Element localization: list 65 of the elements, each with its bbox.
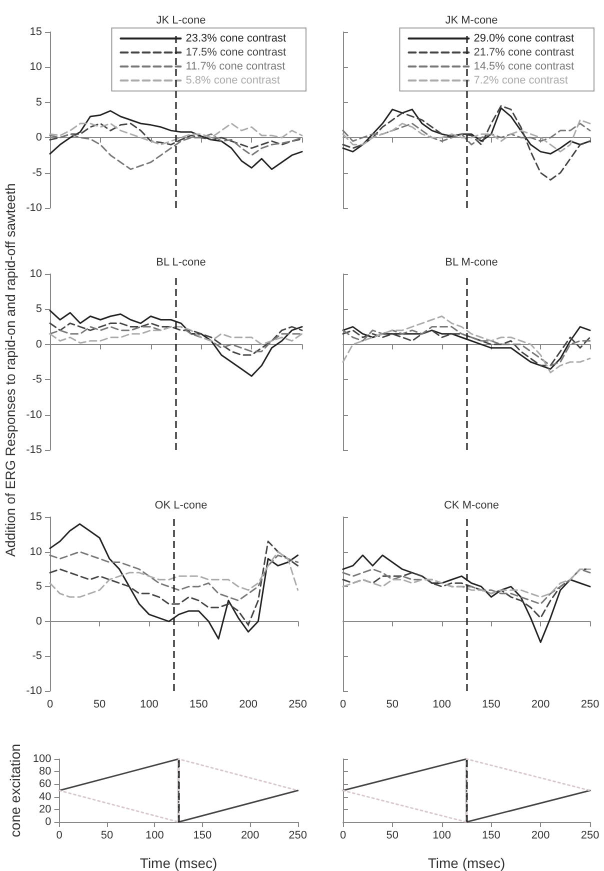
x-tick-label: 200 — [240, 830, 260, 842]
chart-title: OK L-cone — [154, 500, 208, 512]
y-tick-label: 20 — [39, 803, 52, 816]
y-tick-label: 5 — [36, 580, 42, 593]
chart-title: CK M-cone — [444, 500, 500, 512]
y-tick-label: 60 — [39, 778, 52, 790]
x-tick-label: 250 — [580, 698, 600, 710]
x-axis-title: Time (msec) — [140, 855, 218, 871]
x-tick-label: 150 — [482, 830, 500, 842]
x-tick-label: 150 — [482, 698, 500, 710]
x-tick-label: 250 — [288, 830, 308, 842]
x-tick-label: 0 — [56, 830, 62, 842]
x-tick-label: 0 — [340, 698, 346, 710]
y-tick-label: 15 — [30, 511, 42, 523]
x-tick-label: 250 — [580, 830, 600, 842]
chart-title: BL L-cone — [156, 256, 206, 268]
x-tick-label: 250 — [288, 698, 308, 710]
x-tick-label: 0 — [340, 830, 346, 842]
x-tick-label: 50 — [93, 698, 106, 710]
text: 7.2% cone contrast — [474, 74, 568, 86]
chart-title: JK M-cone — [445, 14, 498, 26]
x-tick-label: 200 — [531, 830, 550, 842]
y-tick-label: 10 — [30, 268, 42, 280]
y-tick-label: 0 — [45, 816, 52, 828]
y-tick-label: 5 — [36, 96, 42, 108]
y-tick-label: -10 — [26, 685, 42, 697]
y-axis-title: cone excitation — [7, 744, 23, 838]
y-tick-label: -5 — [32, 166, 42, 179]
x-tick-label: 200 — [239, 698, 258, 710]
y-tick-label: 80 — [39, 766, 52, 778]
chart-title: BL M-cone — [445, 256, 498, 268]
text: 14.5% cone contrast — [474, 60, 574, 72]
y-tick-label: 0 — [36, 132, 42, 144]
x-axis-title: Time (msec) — [428, 855, 506, 871]
y-tick-label: 10 — [30, 61, 42, 74]
text: 17.5% cone contrast — [186, 46, 286, 58]
text: 11.7% cone contrast — [186, 60, 286, 72]
chart-title: JK L-cone — [156, 14, 206, 26]
text: 29.0% cone contrast — [474, 32, 574, 44]
text: 21.7% cone contrast — [474, 46, 574, 58]
x-tick-label: 100 — [432, 830, 451, 842]
y-tick-label: 100 — [32, 753, 52, 765]
x-tick-label: 50 — [386, 830, 399, 842]
y-tick-label: -10 — [26, 202, 42, 214]
y-tick-label: -10 — [26, 408, 42, 421]
y-tick-label: 5 — [36, 303, 42, 316]
y-tick-label: 15 — [30, 26, 42, 38]
x-tick-label: 50 — [100, 830, 114, 842]
x-tick-label: 150 — [193, 830, 212, 842]
y-tick-label: 10 — [30, 546, 42, 558]
text: 5.8% cone contrast — [186, 74, 280, 86]
y-tick-label: 0 — [36, 338, 42, 350]
x-tick-label: 50 — [386, 698, 399, 710]
y-tick-label: 40 — [39, 790, 52, 803]
x-tick-label: 100 — [146, 830, 164, 842]
y-tick-label: 0 — [36, 615, 42, 628]
x-tick-label: 200 — [531, 698, 550, 710]
y-tick-label: -15 — [26, 444, 42, 456]
x-tick-label: 150 — [190, 698, 208, 710]
y-tick-label: -5 — [32, 374, 42, 386]
x-tick-label: 100 — [432, 698, 451, 710]
text: 23.3% cone contrast — [186, 32, 286, 44]
y-tick-label: -5 — [32, 650, 42, 662]
x-tick-label: 100 — [140, 698, 158, 710]
y-axis-title: Addition of ERG Responses to rapid-on and rapid-off sawteeth — [2, 182, 19, 559]
